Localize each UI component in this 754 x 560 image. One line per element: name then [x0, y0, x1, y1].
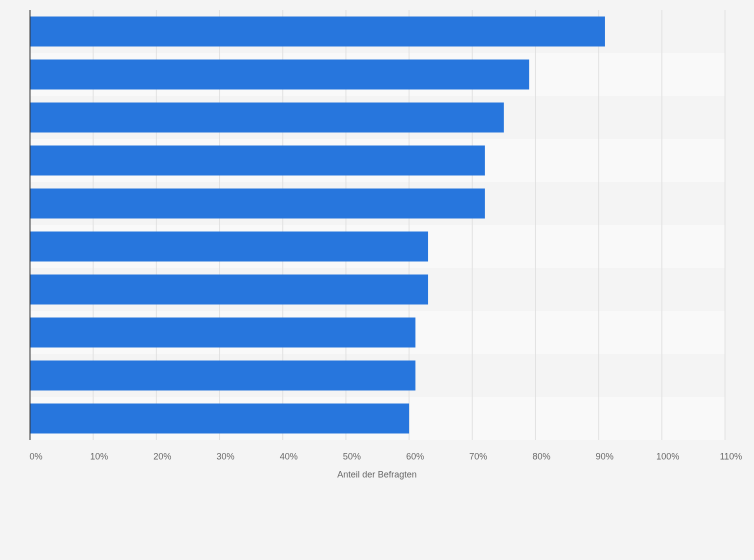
x-tick-label: 30%: [217, 451, 235, 461]
x-tick-label: 100%: [656, 451, 679, 461]
bar: [30, 102, 504, 133]
x-tick-label: 90%: [596, 451, 614, 461]
x-axis-label: Anteil der Befragten: [337, 469, 417, 479]
x-tick-label: 80%: [532, 451, 550, 461]
x-tick-label: 110%: [720, 451, 742, 461]
bar: [30, 145, 485, 176]
bar: [30, 274, 429, 305]
x-tick-label: 10%: [90, 451, 108, 461]
bar: [30, 360, 416, 391]
x-tick-label: 70%: [469, 451, 487, 461]
x-tick-label: 40%: [280, 451, 298, 461]
bar: [30, 188, 485, 219]
x-tick-label: 50%: [343, 451, 361, 461]
x-tick-label: 20%: [153, 451, 171, 461]
bar: [30, 231, 429, 262]
x-tick-label: 60%: [406, 451, 424, 461]
bar: [30, 317, 416, 348]
bar: [30, 59, 530, 90]
x-tick-label: 0%: [29, 451, 42, 461]
bar: [30, 16, 605, 47]
bar: [30, 403, 410, 434]
